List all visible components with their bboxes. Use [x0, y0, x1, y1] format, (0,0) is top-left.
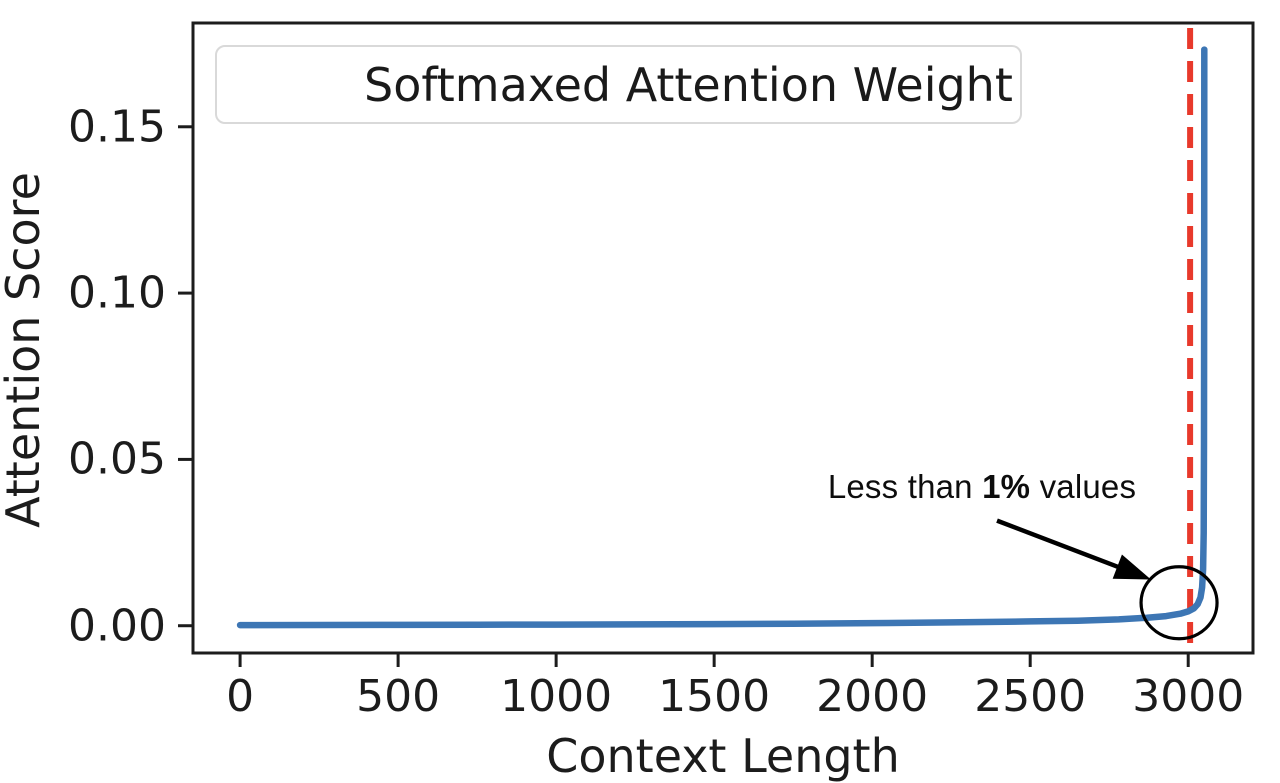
annotation-prefix: Less than: [827, 468, 983, 505]
annotation-bold-value: 1%: [982, 468, 1031, 505]
attention-weight-line: [236, 46, 1208, 629]
legend-entry-label: Softmaxed Attention Weight: [364, 57, 1013, 112]
highlight-circle: [1139, 565, 1219, 641]
x-axis-label: Context Length: [546, 729, 900, 783]
y-axis-label: Attention Score: [0, 172, 50, 528]
plot-frame: [191, 21, 1255, 655]
legend-line-swatch: [232, 81, 330, 88]
annotation-suffix: values: [1030, 468, 1137, 505]
legend: Softmaxed Attention Weight: [215, 45, 1022, 124]
annotation-arrow-head: [1112, 554, 1151, 580]
annotation-arrow-shaft: [996, 518, 1122, 571]
annotation-text: Less than 1% values: [828, 468, 1136, 506]
